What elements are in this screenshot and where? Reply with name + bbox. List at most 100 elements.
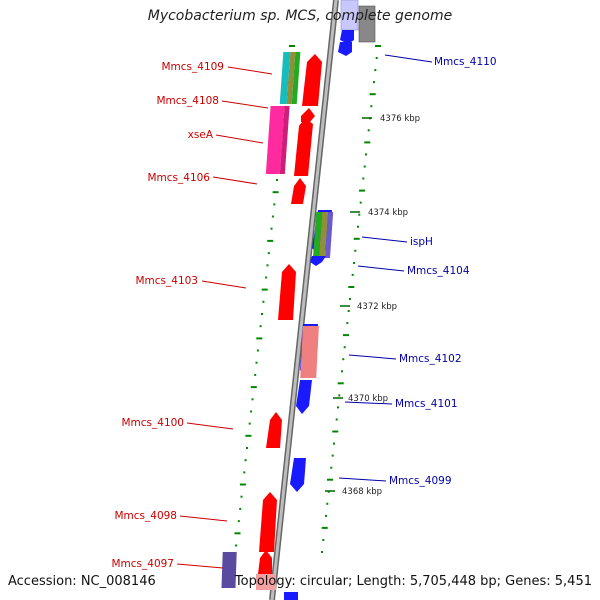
ring-dot <box>375 57 378 59</box>
gene-bottom-reverse[interactable] <box>284 592 298 600</box>
gene-features[interactable] <box>221 0 376 600</box>
ring-dot <box>341 370 343 373</box>
label-mmcs4104[interactable]: Mmcs_4104 <box>407 265 470 277</box>
ring-dot <box>259 325 262 328</box>
ring-dot <box>357 225 359 228</box>
gene-isph-b[interactable] <box>318 212 329 258</box>
ring-dot <box>250 410 253 413</box>
ring-dot <box>330 466 333 469</box>
left-gene-labels: Mmcs_4109 Mmcs_4108 xseA Mmcs_4106 Mmcs_… <box>111 61 224 570</box>
gene-xsea-b[interactable] <box>279 106 290 174</box>
gene-mmcs4109-b[interactable] <box>286 52 296 104</box>
gene-mmcs4103[interactable] <box>278 264 296 320</box>
ring-dot <box>237 520 240 523</box>
kbp-ticks: 4376 kbp 4374 kbp 4372 kbp 4370 kbp 4368… <box>325 114 420 497</box>
ring-dot <box>359 201 362 204</box>
label-mmcs4110[interactable]: Mmcs_4110 <box>434 56 497 68</box>
ring-dot <box>374 69 377 72</box>
ring-dot <box>254 373 257 376</box>
ring-dot <box>239 507 242 510</box>
gene-mmcs4101[interactable] <box>296 380 312 414</box>
ring-dot <box>262 300 265 303</box>
gene-mmcs4104[interactable] <box>310 256 326 266</box>
ring-dot <box>373 81 375 84</box>
ring-dot <box>359 189 365 192</box>
ring-dot <box>270 227 273 230</box>
ring-dot <box>271 215 274 218</box>
gene-mmcs4097-purple[interactable] <box>221 552 237 588</box>
gene-mmcs4110b[interactable] <box>338 42 352 56</box>
label-mmcs4108[interactable]: Mmcs_4108 <box>156 95 219 107</box>
gene-isph-c[interactable] <box>324 212 334 258</box>
ring-dot <box>272 191 279 194</box>
ring-dot <box>325 514 327 517</box>
label-mmcs4102[interactable]: Mmcs_4102 <box>399 353 462 365</box>
ring-dot <box>346 322 349 325</box>
ring-dot <box>375 45 381 47</box>
accession-text: Accession: NC_008146 <box>8 574 156 589</box>
gene-mmcs4102-pink[interactable] <box>300 326 319 378</box>
gene-mmcs4108b[interactable] <box>294 118 313 176</box>
ring-dot <box>333 442 335 445</box>
ring-dot <box>255 361 258 364</box>
ring-dot <box>365 153 367 156</box>
ring-dot <box>266 264 269 267</box>
ring-dot <box>322 539 325 541</box>
gene-mmcs4097-pink[interactable] <box>256 574 276 590</box>
ring-dot <box>347 310 350 312</box>
ring-dot <box>369 93 376 96</box>
label-mmcs4103[interactable]: Mmcs_4103 <box>135 275 198 287</box>
label-mmcs4109[interactable]: Mmcs_4109 <box>161 61 224 73</box>
ring-dot <box>364 141 371 144</box>
label-xsea[interactable]: xseA <box>188 129 214 141</box>
gene-top-reverse-2[interactable] <box>358 5 376 43</box>
ring-dot <box>239 483 246 486</box>
tick-4372: 4372 kbp <box>357 302 397 312</box>
ring-dot <box>353 237 360 240</box>
gene-mmcs4109[interactable] <box>302 54 322 106</box>
tick-4370: 4370 kbp <box>348 394 388 404</box>
label-mmcs4100[interactable]: Mmcs_4100 <box>121 417 184 429</box>
gene-mmcs4110[interactable] <box>340 30 354 44</box>
gene-xsea-a[interactable] <box>265 106 285 174</box>
ring-dot <box>321 551 323 553</box>
gene-isph-a[interactable] <box>312 212 323 258</box>
ring-dot <box>251 398 254 401</box>
ring-dot <box>348 286 355 288</box>
label-isph[interactable]: ispH <box>410 236 433 248</box>
gene-mmcs4108[interactable] <box>301 108 315 122</box>
ring-dot <box>363 165 366 168</box>
ring-dot <box>343 346 346 349</box>
gene-mmcs4100[interactable] <box>266 412 282 448</box>
ring-dot <box>235 544 238 547</box>
ring-dot <box>367 129 370 132</box>
gene-mmcs4098[interactable] <box>259 492 277 552</box>
ring-dot <box>351 273 354 276</box>
right-gene-labels: Mmcs_4110 ispH Mmcs_4104 Mmcs_4102 Mmcs_… <box>389 56 497 487</box>
ring-dot <box>256 337 263 340</box>
ring-dot <box>273 203 276 206</box>
ring-dot <box>332 430 339 433</box>
label-mmcs4101[interactable]: Mmcs_4101 <box>395 398 458 410</box>
ring-dot <box>354 249 357 252</box>
ring-dot <box>353 261 355 264</box>
ring-dot <box>250 386 257 389</box>
gene-mmcs4099[interactable] <box>290 458 306 492</box>
gene-mmcs4106[interactable] <box>291 178 306 204</box>
label-mmcs4099[interactable]: Mmcs_4099 <box>389 475 452 487</box>
gene-mmcs4109-a[interactable] <box>279 52 291 104</box>
gene-mmcs4097[interactable] <box>258 550 272 574</box>
ring-dot <box>321 526 328 529</box>
gene-mmcs4109-c[interactable] <box>291 52 301 104</box>
ring-dot <box>248 422 251 425</box>
ring-dot <box>267 239 274 242</box>
label-mmcs4097[interactable]: Mmcs_4097 <box>111 558 174 570</box>
ring-dot <box>343 334 349 337</box>
topology-text: Topology: circular; Length: 5,705,448 bp… <box>234 574 592 589</box>
ring-dot <box>289 45 295 47</box>
label-mmcs4098[interactable]: Mmcs_4098 <box>114 510 177 522</box>
label-mmcs4106[interactable]: Mmcs_4106 <box>147 172 210 184</box>
map-title: Mycobacterium sp. MCS, complete genome <box>147 8 453 24</box>
ring-dot <box>331 454 334 457</box>
